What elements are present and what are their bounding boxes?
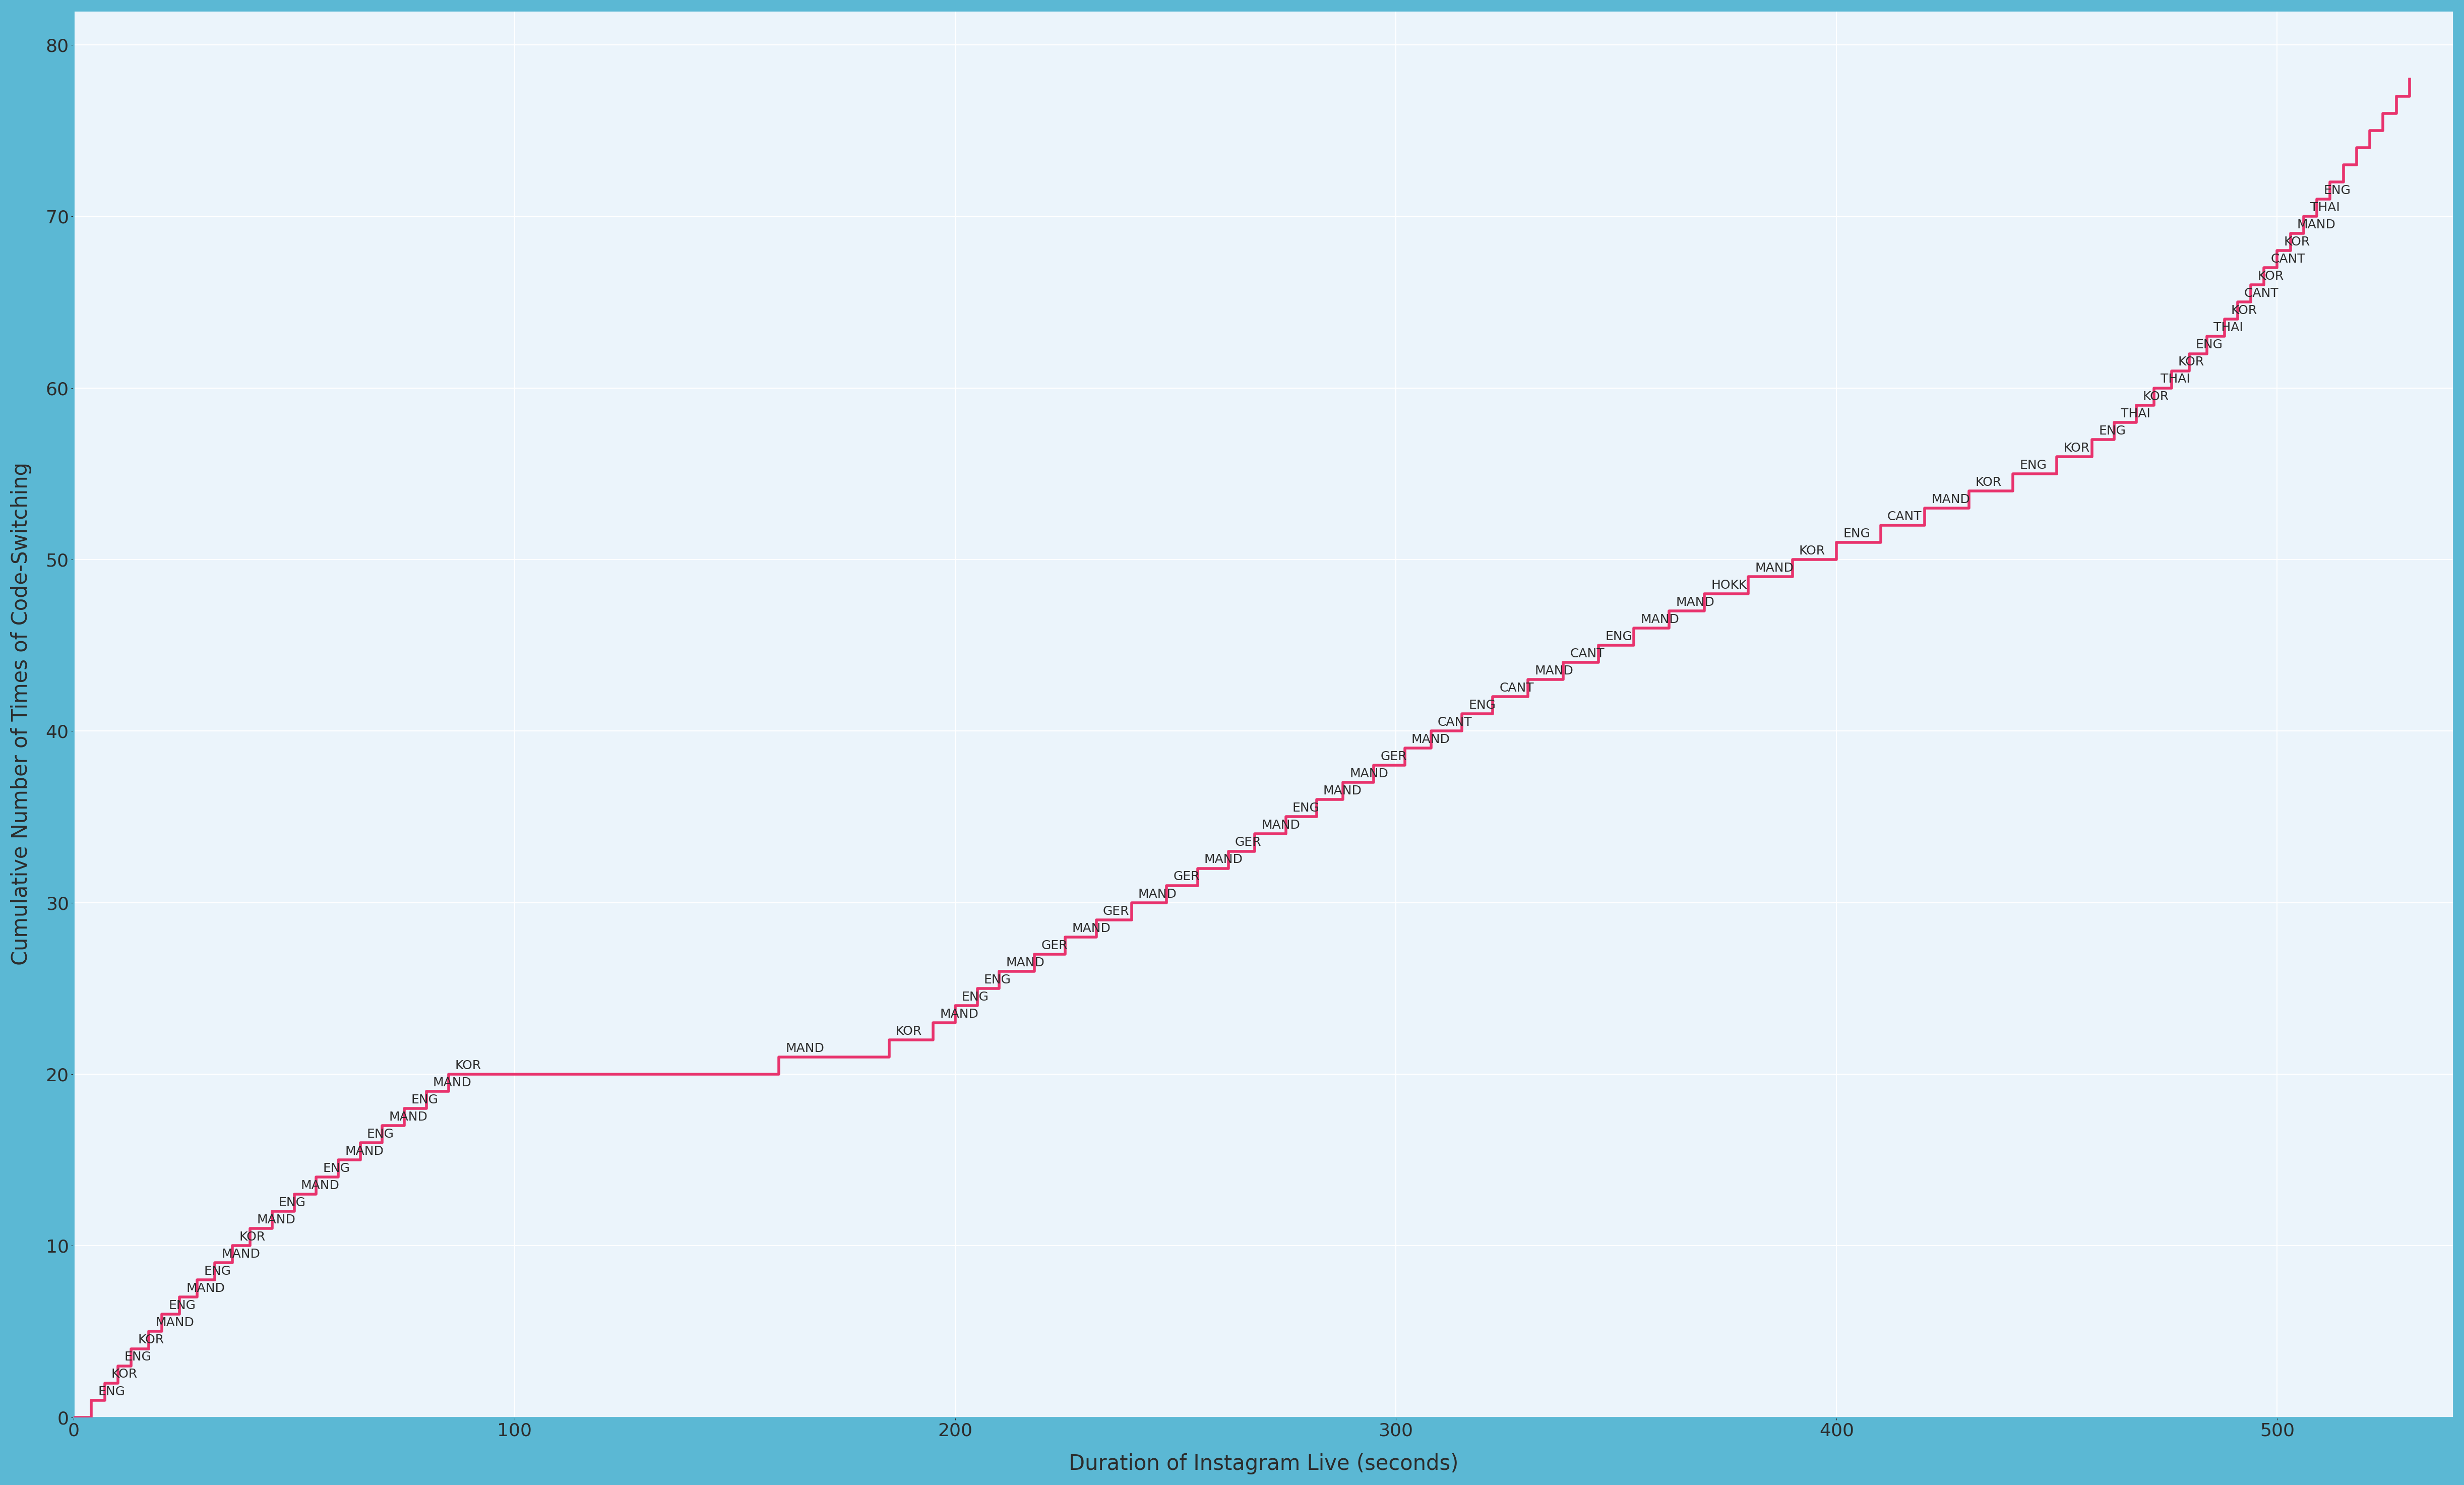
Text: HOKK: HOKK (1710, 579, 1747, 591)
Text: MAND: MAND (434, 1077, 471, 1089)
Text: MAND: MAND (2296, 218, 2336, 232)
Text: CANT: CANT (2245, 288, 2279, 300)
Text: MAND: MAND (939, 1008, 978, 1020)
Text: MAND: MAND (1005, 956, 1045, 968)
Text: KOR: KOR (2230, 304, 2257, 316)
Text: ENG: ENG (961, 990, 988, 1002)
Text: KOR: KOR (1799, 545, 1826, 557)
Text: MAND: MAND (1535, 665, 1574, 677)
Text: MAND: MAND (155, 1317, 195, 1329)
Text: ENG: ENG (411, 1094, 439, 1106)
Text: MAND: MAND (301, 1179, 340, 1191)
Text: ENG: ENG (99, 1386, 126, 1397)
Text: MAND: MAND (1323, 786, 1363, 797)
Text: GER: GER (1042, 940, 1067, 952)
Text: KOR: KOR (239, 1231, 266, 1243)
Text: MAND: MAND (1676, 597, 1715, 609)
Text: KOR: KOR (1976, 477, 2001, 489)
Text: ENG: ENG (2099, 425, 2126, 437)
Text: ENG: ENG (2195, 339, 2223, 350)
Text: MAND: MAND (222, 1249, 261, 1261)
Text: MAND: MAND (1072, 922, 1111, 934)
Text: KOR: KOR (456, 1059, 480, 1072)
Text: ENG: ENG (168, 1299, 195, 1311)
Text: CANT: CANT (1887, 511, 1922, 523)
Text: MAND: MAND (1262, 820, 1301, 832)
Text: ENG: ENG (367, 1129, 394, 1140)
Text: ENG: ENG (323, 1163, 350, 1175)
Text: GER: GER (1104, 904, 1129, 918)
Text: MAND: MAND (786, 1042, 825, 1054)
Text: GER: GER (1234, 836, 1262, 848)
Text: ENG: ENG (205, 1265, 232, 1277)
Text: KOR: KOR (2144, 391, 2168, 402)
Text: MAND: MAND (187, 1283, 224, 1295)
X-axis label: Duration of Instagram Live (seconds): Duration of Instagram Live (seconds) (1069, 1454, 1459, 1475)
Text: MAND: MAND (1205, 854, 1242, 866)
Text: KOR: KOR (2257, 270, 2284, 282)
Text: MAND: MAND (345, 1145, 384, 1157)
Text: THAI: THAI (2161, 373, 2190, 386)
Text: CANT: CANT (1570, 647, 1604, 659)
Text: MAND: MAND (389, 1111, 429, 1123)
Text: CANT: CANT (2272, 252, 2306, 266)
Text: ENG: ENG (2324, 184, 2351, 196)
Text: KOR: KOR (2062, 443, 2089, 454)
Y-axis label: Cumulative Number of Times of Code-Switching: Cumulative Number of Times of Code-Switc… (10, 462, 32, 965)
Text: GER: GER (1173, 870, 1200, 884)
Text: THAI: THAI (2122, 407, 2151, 420)
Text: ENG: ENG (1469, 699, 1496, 711)
Text: MAND: MAND (1932, 493, 1971, 505)
Text: ENG: ENG (278, 1197, 306, 1209)
Text: MAND: MAND (256, 1213, 296, 1227)
Text: THAI: THAI (2311, 202, 2341, 214)
Text: KOR: KOR (111, 1368, 138, 1381)
Text: GER: GER (1380, 751, 1407, 763)
Text: ENG: ENG (1604, 631, 1631, 643)
Text: KOR: KOR (2284, 236, 2311, 248)
Text: KOR: KOR (2178, 356, 2205, 368)
Text: MAND: MAND (1350, 768, 1387, 780)
Text: MAND: MAND (1641, 613, 1678, 625)
Text: ENG: ENG (126, 1351, 153, 1363)
Text: THAI: THAI (2213, 322, 2242, 334)
Text: CANT: CANT (1501, 682, 1535, 693)
Text: MAND: MAND (1138, 888, 1178, 900)
Text: ENG: ENG (1291, 802, 1318, 814)
Text: MAND: MAND (1754, 561, 1794, 575)
Text: KOR: KOR (138, 1334, 165, 1345)
Text: ENG: ENG (2020, 459, 2048, 471)
Text: ENG: ENG (983, 974, 1010, 986)
Text: CANT: CANT (1437, 716, 1473, 729)
Text: MAND: MAND (1412, 734, 1449, 745)
Text: ENG: ENG (1843, 527, 1870, 539)
Text: KOR: KOR (897, 1025, 922, 1038)
